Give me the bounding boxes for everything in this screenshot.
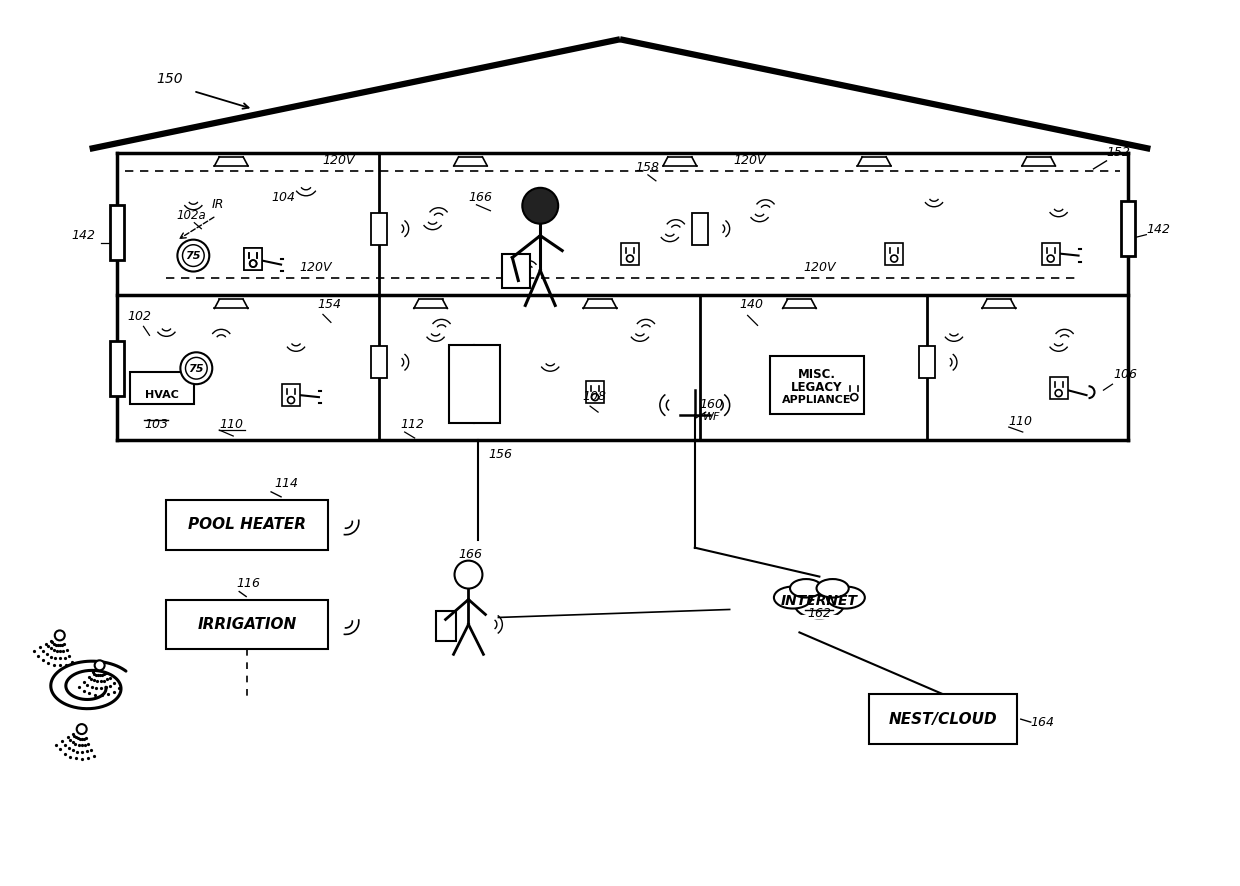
Text: 112: 112 [401, 418, 424, 431]
Text: APPLIANCE: APPLIANCE [781, 395, 851, 405]
Text: 102: 102 [128, 310, 151, 323]
Text: MISC.: MISC. [797, 368, 836, 381]
Text: 102a: 102a [176, 209, 206, 222]
Bar [621, 243, 639, 265]
Circle shape [522, 188, 558, 223]
Text: 142: 142 [1146, 222, 1171, 236]
Text: LEGACY: LEGACY [791, 381, 842, 393]
Bar [502, 253, 531, 289]
Bar [166, 500, 327, 549]
Bar [129, 372, 195, 404]
Text: 116: 116 [236, 577, 260, 589]
Bar [449, 346, 501, 423]
Text: 156: 156 [489, 448, 512, 461]
Text: 160: 160 [699, 398, 724, 411]
Text: 104: 104 [272, 190, 295, 204]
Bar [919, 346, 935, 378]
Bar [846, 381, 863, 403]
Text: 120V: 120V [733, 154, 766, 167]
Bar [770, 356, 864, 414]
Bar [244, 247, 262, 269]
Text: 120V: 120V [322, 154, 355, 167]
Text: 110: 110 [219, 418, 243, 431]
Circle shape [455, 561, 482, 588]
Text: 150: 150 [156, 72, 184, 86]
Text: WF: WF [703, 412, 720, 422]
Text: 140: 140 [739, 299, 764, 311]
Bar [435, 611, 455, 641]
Bar [1121, 201, 1136, 256]
Text: 75: 75 [188, 364, 205, 374]
Bar [587, 381, 604, 403]
Text: 158: 158 [635, 161, 658, 174]
Text: 166: 166 [469, 190, 492, 204]
Bar [244, 247, 262, 269]
Bar [869, 695, 1017, 744]
Text: 142: 142 [72, 229, 95, 242]
Bar [281, 385, 300, 406]
Text: HVAC: HVAC [145, 390, 179, 400]
Text: 75: 75 [186, 251, 201, 261]
Bar [166, 600, 327, 649]
Text: IRRIGATION: IRRIGATION [197, 617, 296, 632]
Circle shape [55, 631, 64, 641]
Bar [692, 213, 708, 245]
Text: 164: 164 [1030, 716, 1055, 728]
Ellipse shape [827, 587, 864, 609]
Text: IR: IR [211, 198, 223, 211]
Text: 152: 152 [1106, 146, 1131, 159]
Bar [1049, 377, 1068, 399]
Bar [371, 213, 387, 245]
Text: 166: 166 [459, 548, 482, 561]
Bar [1042, 243, 1060, 265]
Text: 114: 114 [274, 477, 298, 490]
Text: 110: 110 [1009, 415, 1033, 428]
Ellipse shape [790, 579, 822, 597]
Text: 103: 103 [144, 418, 169, 431]
Text: 120V: 120V [804, 260, 836, 274]
Text: POOL HEATER: POOL HEATER [188, 517, 306, 532]
Circle shape [77, 724, 87, 734]
Bar [109, 341, 124, 396]
Ellipse shape [795, 591, 844, 618]
Text: INTERNET: INTERNET [781, 594, 858, 608]
Ellipse shape [816, 579, 848, 597]
Circle shape [177, 239, 210, 271]
Bar [371, 346, 387, 378]
Text: NEST/CLOUD: NEST/CLOUD [889, 711, 997, 727]
Circle shape [94, 660, 104, 671]
Bar [885, 243, 903, 265]
Text: 154: 154 [317, 299, 341, 311]
Ellipse shape [774, 587, 812, 609]
Circle shape [180, 353, 212, 385]
Text: 108: 108 [582, 390, 606, 403]
Text: 162: 162 [807, 607, 831, 620]
Text: 120V: 120V [300, 260, 332, 274]
Bar [109, 206, 124, 260]
Text: 106: 106 [1114, 369, 1137, 381]
